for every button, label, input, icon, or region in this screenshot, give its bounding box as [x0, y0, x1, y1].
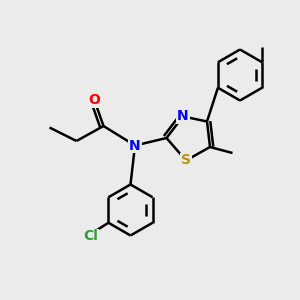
Text: O: O: [88, 94, 101, 107]
Text: S: S: [181, 154, 191, 167]
Text: Cl: Cl: [83, 229, 98, 243]
Text: N: N: [129, 139, 141, 152]
Text: N: N: [177, 110, 189, 123]
